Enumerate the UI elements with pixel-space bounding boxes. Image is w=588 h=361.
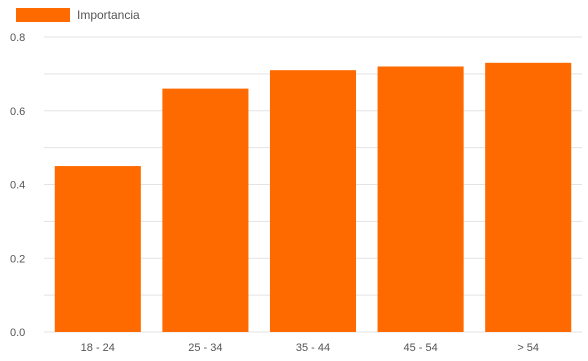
- y-tick-label: 0.6: [10, 106, 25, 118]
- x-tick-label: 18 - 24: [81, 342, 115, 354]
- bar-4[interactable]: [377, 66, 464, 333]
- bar-5[interactable]: [485, 62, 572, 332]
- legend-swatch-importancia[interactable]: [16, 8, 70, 22]
- x-tick-label: 35 - 44: [296, 342, 330, 354]
- y-tick-label: 0.2: [10, 253, 25, 265]
- x-tick-label: 45 - 54: [403, 342, 437, 354]
- y-tick-label: 0.8: [10, 32, 25, 44]
- x-tick-label: 25 - 34: [188, 342, 222, 354]
- x-axis: 18 - 24 25 - 34 35 - 44 45 - 54 > 54: [81, 342, 539, 354]
- y-axis: 0.0 0.2 0.4 0.6 0.8: [10, 32, 25, 339]
- legend-label-importancia[interactable]: Importancia: [77, 8, 140, 22]
- y-tick-label: 0.4: [10, 180, 25, 192]
- bar-3[interactable]: [269, 70, 357, 332]
- x-tick-label: > 54: [517, 342, 539, 354]
- y-tick-label: 0.0: [10, 327, 25, 339]
- bars: [54, 62, 572, 333]
- legend: Importancia: [16, 8, 140, 22]
- bar-2[interactable]: [162, 88, 249, 332]
- bar-1[interactable]: [54, 166, 141, 332]
